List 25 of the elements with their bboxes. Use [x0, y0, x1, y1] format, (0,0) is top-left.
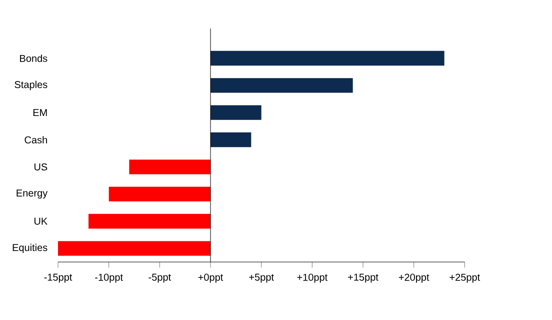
bar	[88, 214, 211, 229]
x-tick-label: +25ppt	[450, 274, 480, 283]
x-tick-label: -5ppt	[148, 274, 171, 283]
y-tick-label: UK	[34, 218, 48, 225]
x-tick-label: +20ppt	[398, 274, 430, 283]
x-tick-label: -15ppt	[44, 274, 72, 283]
x-tick-label: +15ppt	[348, 274, 378, 283]
y-tick-label: Energy	[16, 190, 48, 199]
y-tick-label: US	[34, 163, 48, 170]
y-tick-label: EM	[33, 109, 47, 116]
x-tick-label: -10ppt	[95, 274, 123, 283]
bar	[210, 50, 444, 66]
y-tick-label: Cash	[24, 136, 47, 144]
bar	[108, 186, 211, 202]
bar	[58, 241, 211, 256]
bar	[210, 132, 252, 148]
y-tick-label: Staples	[14, 80, 48, 90]
bar	[129, 160, 211, 174]
bar	[210, 105, 262, 120]
x-tick-label: +5ppt	[249, 274, 274, 283]
y-tick-label: Bonds	[20, 54, 48, 62]
x-tick-label: +10ppt	[297, 274, 328, 283]
y-tick-label: Equities	[12, 244, 48, 254]
bar	[210, 78, 353, 93]
x-tick-label: +0ppt	[198, 274, 224, 283]
